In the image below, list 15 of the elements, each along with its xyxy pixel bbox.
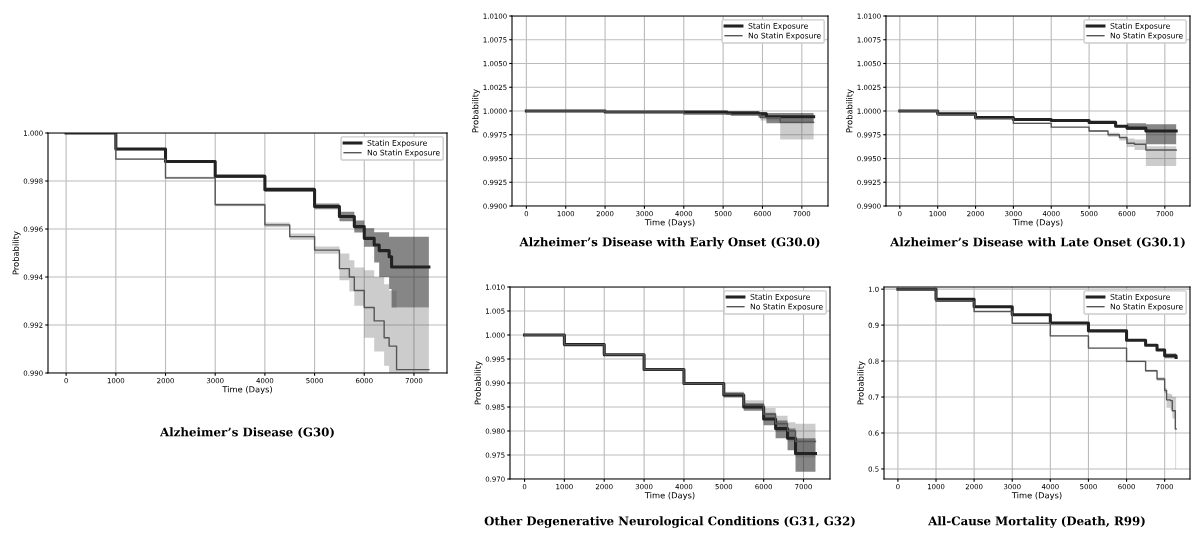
x-axis-title: Time (Days) (644, 491, 695, 501)
y-axis-title: Probability (472, 89, 481, 133)
y-axis-title: Probability (12, 231, 21, 275)
text: Other Degenerative Neurological Conditions (G31, G32) (484, 516, 855, 528)
text: Alzheimer’s Disease with Late Onset (G30.1) (890, 237, 1185, 249)
x-axis-title: Time (Days) (1012, 218, 1063, 228)
text: Alzheimer’s Disease (G30) (159, 427, 334, 439)
text: Alzheimer’s Disease with Early Onset (G30.0) (519, 237, 820, 249)
text: All-Cause Mortality (Death, R99) (928, 516, 1145, 528)
y-axis-title: Probability (474, 361, 483, 405)
x-axis-title: Time (Days) (222, 385, 272, 395)
y-axis-title: Probability (846, 89, 855, 133)
y-axis-title: Probability (857, 361, 866, 405)
x-axis-title: Time (Days) (1011, 491, 1062, 501)
x-axis-title: Time (Days) (644, 218, 695, 228)
